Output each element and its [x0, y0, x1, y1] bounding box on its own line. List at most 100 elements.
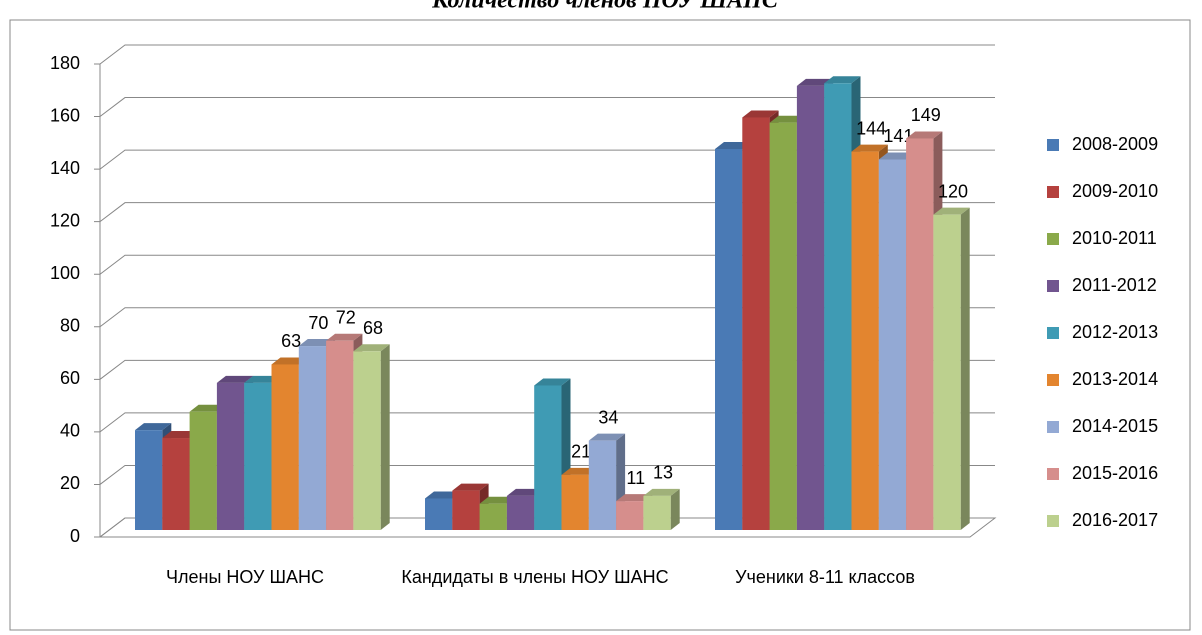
bar-top	[588, 433, 626, 441]
legend-label: 2013-2014	[1072, 369, 1158, 389]
bar-top	[643, 488, 680, 496]
bar	[452, 490, 480, 530]
data-label: 13	[653, 463, 673, 483]
bar-side	[380, 344, 390, 530]
grid-line	[94, 307, 995, 328]
bar-top	[216, 375, 254, 383]
legend-label: 2011-2012	[1072, 275, 1157, 295]
bar-top	[353, 344, 390, 352]
bar	[588, 440, 617, 530]
legend-label: 2009-2010	[1072, 181, 1158, 201]
bar-top	[561, 467, 598, 475]
bar	[326, 340, 354, 530]
grid-line	[94, 254, 995, 275]
legend-label: 2008-2009	[1072, 134, 1158, 154]
data-label: 34	[598, 407, 618, 427]
bar-top	[326, 333, 363, 341]
bar-top	[452, 483, 489, 491]
y-tick-label: 140	[50, 158, 80, 178]
bar	[824, 83, 852, 531]
bar	[616, 501, 644, 530]
bar-side	[670, 488, 680, 530]
bar-top	[933, 207, 970, 215]
bar	[534, 385, 562, 530]
data-label: 149	[911, 105, 941, 125]
bar	[643, 495, 671, 530]
legend-label: 2016-2017	[1072, 510, 1158, 530]
bar-top	[479, 496, 516, 504]
data-label: 144	[856, 118, 886, 138]
legend-swatch	[1047, 468, 1059, 480]
data-label: 141	[883, 126, 913, 146]
bar	[479, 503, 507, 530]
bar	[933, 214, 961, 530]
legend-swatch	[1047, 233, 1059, 245]
bar	[742, 117, 770, 530]
bar-top	[298, 339, 336, 347]
data-label: 21	[571, 442, 591, 462]
legend-swatch	[1047, 139, 1059, 151]
bar-top	[906, 131, 943, 139]
y-tick-label: 80	[60, 316, 80, 336]
bar	[715, 148, 743, 530]
bar	[506, 495, 535, 530]
legend-swatch	[1047, 186, 1059, 198]
x-tick-label: Кандидаты в члены НОУ ШАНС	[401, 567, 668, 587]
legend-swatch	[1047, 327, 1059, 339]
bar-top	[824, 76, 861, 84]
bar	[298, 346, 327, 530]
legend-label: 2014-2015	[1072, 416, 1158, 436]
bar	[135, 430, 163, 530]
data-label: 72	[336, 308, 356, 328]
bar-top	[271, 357, 308, 365]
bar-top	[742, 110, 779, 118]
data-label: 63	[281, 331, 301, 351]
legend-label: 2015-2016	[1072, 463, 1158, 483]
legend-swatch	[1047, 515, 1059, 527]
bar	[216, 382, 245, 530]
data-label: 11	[626, 468, 645, 488]
bar-top	[616, 494, 653, 502]
grid-line	[94, 97, 995, 118]
y-tick-label: 0	[70, 526, 80, 546]
legend-swatch	[1047, 421, 1059, 433]
bar	[425, 498, 453, 530]
bar-top	[162, 431, 199, 439]
bar-top	[244, 375, 281, 383]
bar-top	[796, 78, 834, 86]
y-tick-label: 180	[50, 53, 80, 73]
grid-line	[94, 44, 995, 65]
bar	[271, 364, 299, 530]
bar	[162, 438, 190, 530]
x-tick-label: Ученики 8-11 классов	[735, 567, 915, 587]
bar-top	[506, 488, 544, 496]
bar	[353, 351, 381, 530]
y-tick-label: 120	[50, 210, 80, 230]
bar-top	[769, 115, 806, 123]
y-tick-label: 100	[50, 263, 80, 283]
legend-label: 2010-2011	[1072, 228, 1157, 248]
x-tick-label: Члены НОУ ШАНС	[166, 567, 324, 587]
grid-line	[94, 149, 995, 170]
bar	[244, 382, 272, 530]
bar	[878, 159, 907, 530]
data-label: 68	[363, 318, 383, 338]
legend-label: 2012-2013	[1072, 322, 1158, 342]
chart-frame	[9, 19, 1191, 631]
bar	[769, 122, 797, 530]
bar	[796, 85, 825, 531]
bar-top	[189, 404, 226, 412]
bar-top	[534, 378, 571, 386]
bar-top	[715, 141, 752, 149]
legend-swatch	[1047, 374, 1059, 386]
bar	[189, 411, 217, 530]
chart-title: Количество членов НОУ ШАНС	[431, 0, 779, 14]
bar	[561, 474, 589, 530]
bar	[851, 151, 879, 530]
y-tick-label: 20	[60, 473, 80, 493]
data-label: 120	[938, 181, 968, 201]
y-tick-label: 60	[60, 368, 80, 388]
bar-top	[135, 423, 172, 431]
y-tick-label: 160	[50, 105, 80, 125]
